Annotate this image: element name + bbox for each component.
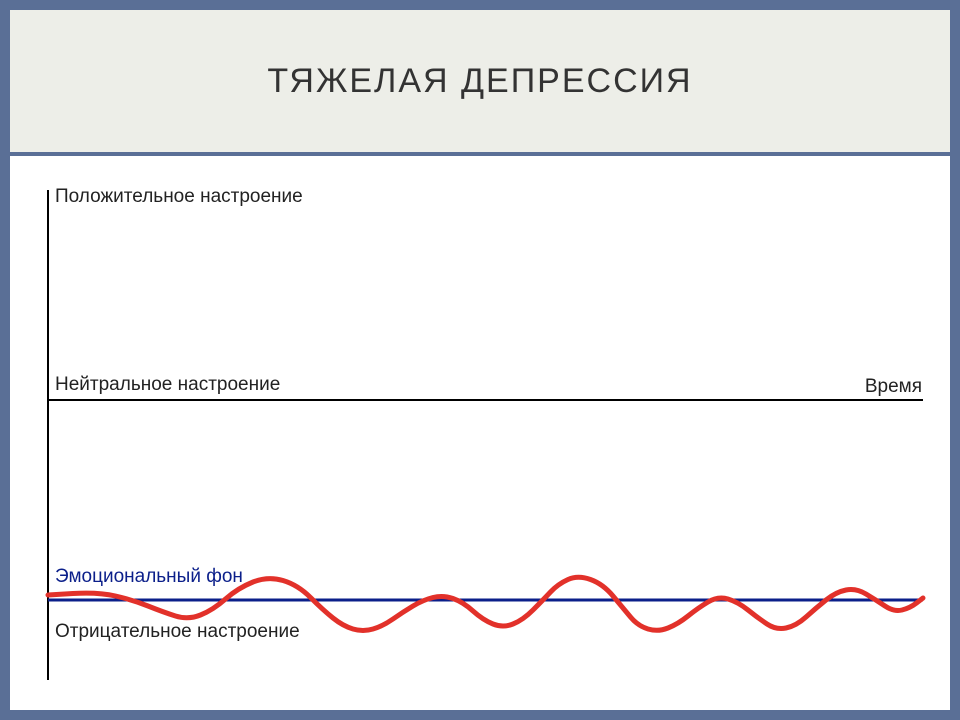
mood-chart [28, 180, 928, 690]
page: ТЯЖЕЛАЯ ДЕПРЕССИЯ Положительное настроен… [10, 10, 950, 710]
page-title: ТЯЖЕЛАЯ ДЕПРЕССИЯ [267, 62, 692, 101]
outer-frame: ТЯЖЕЛАЯ ДЕПРЕССИЯ Положительное настроен… [0, 0, 960, 720]
chart-area: Положительное настроение Нейтральное нас… [10, 156, 950, 710]
label-negative-mood: Отрицательное настроение [55, 621, 300, 643]
label-time-axis: Время [865, 376, 922, 398]
label-positive-mood: Положительное настроение [55, 186, 303, 208]
label-neutral-mood: Нейтральное настроение [55, 374, 280, 396]
label-emotional-background: Эмоциональный фон [55, 566, 243, 588]
header-band: ТЯЖЕЛАЯ ДЕПРЕССИЯ [10, 10, 950, 156]
